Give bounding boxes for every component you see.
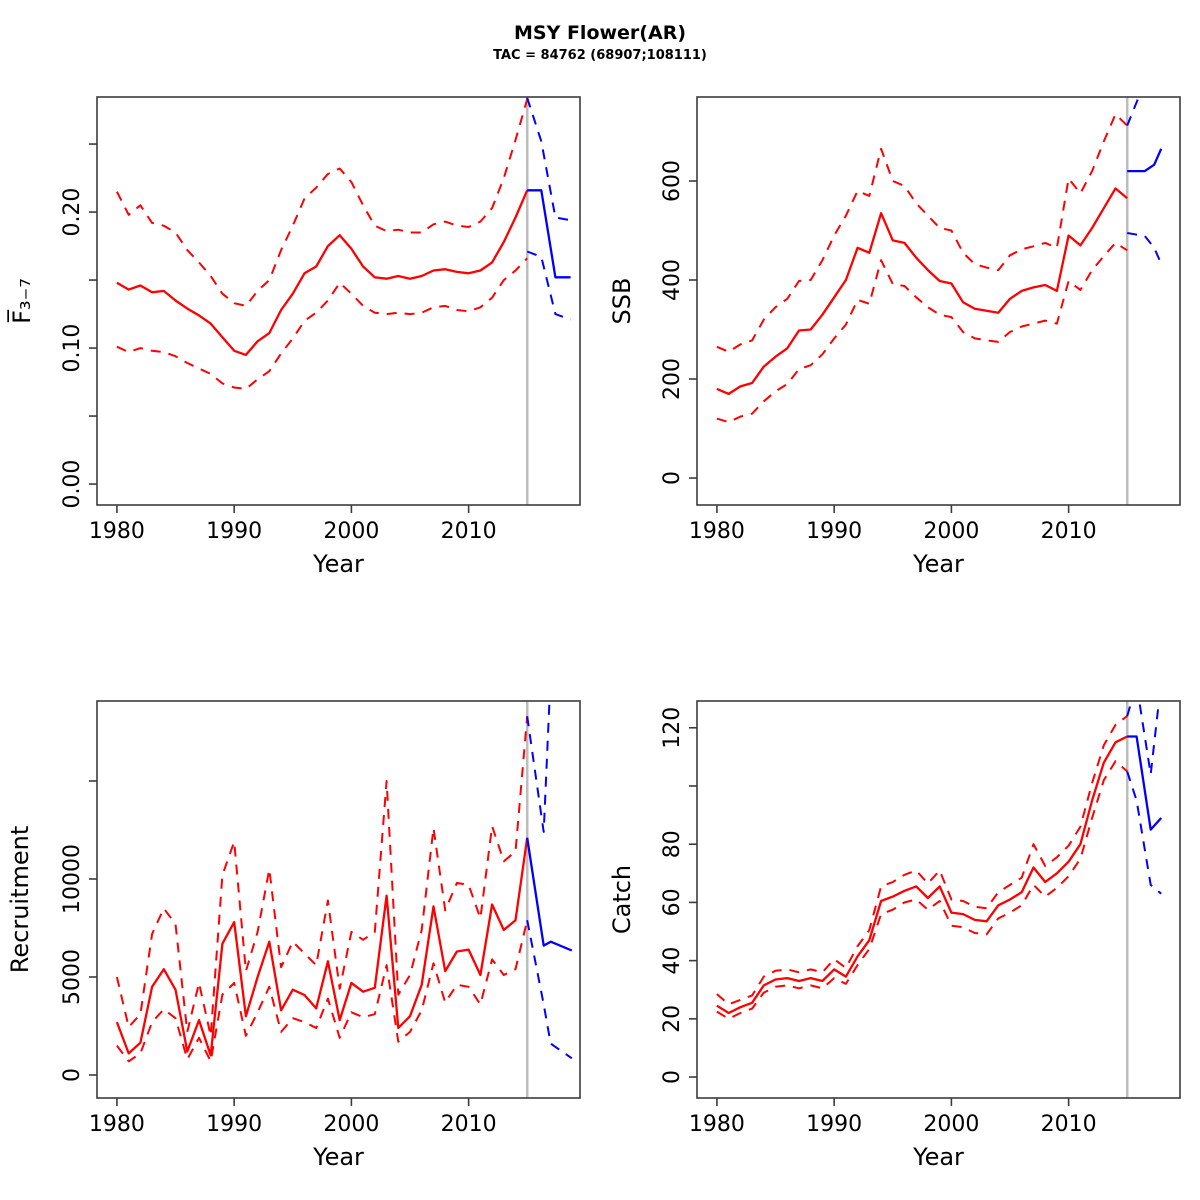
history-lower-ci-line [716, 241, 1128, 424]
forecast-lower-ci-line [1127, 232, 1163, 265]
x-tick-label: 1980 [689, 1112, 745, 1137]
y-axis-title: Catch [608, 865, 636, 934]
x-axis-title: Year [912, 550, 964, 578]
chart-title: MSY Flower(AR) [513, 22, 687, 44]
y-tick-label: 400 [660, 259, 685, 301]
history-upper-ci-line [716, 715, 1128, 1006]
x-tick-label: 1990 [206, 1112, 262, 1137]
x-tick-label: 1980 [89, 519, 145, 544]
forecast-lower-ci-line [526, 920, 573, 1060]
x-axis-title: Year [912, 1143, 964, 1171]
forecast-upper-ci-line [1126, 701, 1160, 776]
history-upper-ci-line [115, 716, 529, 1037]
y-axis-title: F̅₃₋₇ [7, 278, 36, 324]
y-tick-label: 0.00 [60, 460, 85, 509]
history-upper-ci-line [716, 113, 1128, 353]
forecast-upper-ci-line [1126, 97, 1140, 126]
x-tick-label: 2000 [323, 1112, 379, 1137]
history-median-line [116, 189, 529, 357]
x-axis-title: Year [312, 1143, 364, 1171]
history-upper-ci-line [116, 98, 529, 307]
forecast-upper-ci-line [526, 97, 571, 222]
x-tick-label: 1980 [689, 519, 745, 544]
x-tick-label: 2000 [923, 1112, 979, 1137]
history-median-line [716, 735, 1128, 1015]
panel-fbar: 1980 1990 2000 2010 0.00 0.10 0.20 Year F̅₃₋₇ [7, 96, 581, 578]
x-tick-label: 2010 [1041, 519, 1097, 544]
y-tick-label: 0.20 [60, 188, 85, 237]
y-tick-label: 120 [660, 707, 685, 749]
y-tick-label: 0 [660, 471, 685, 485]
y-tick-label: 10000 [60, 844, 85, 914]
chart-subtitle: TAC = 84762 (68907;108111) [493, 48, 707, 63]
y-tick-label: 0.10 [60, 324, 85, 373]
plot-box [696, 96, 1181, 506]
forecast-median-line [526, 837, 573, 952]
history-lower-ci-line [716, 760, 1128, 1020]
history-median-line [115, 837, 529, 1057]
x-tick-label: 1980 [89, 1112, 145, 1137]
history-median-line [716, 187, 1128, 396]
panel-ssb: 1980 1990 2000 2010 0 200 400 600 Year SSB [608, 96, 1181, 578]
panel-recruitment: 1980 1990 2000 2010 0 5000 10000 Year Recruitmen… [6, 700, 581, 1171]
forecast-median-line [527, 189, 571, 279]
x-tick-label: 1990 [806, 519, 862, 544]
x-tick-label: 2010 [441, 1112, 497, 1137]
y-tick-label: 5000 [60, 949, 85, 1005]
y-tick-label: 600 [660, 160, 685, 202]
y-tick-label: 0 [660, 1070, 685, 1084]
y-tick-label: 20 [660, 1005, 685, 1033]
history-lower-ci-line [116, 919, 529, 1063]
plot-box [696, 700, 1181, 1099]
x-tick-label: 2000 [923, 519, 979, 544]
x-tick-label: 2010 [441, 519, 497, 544]
y-tick-label: 60 [660, 888, 685, 916]
x-tick-label: 1990 [206, 519, 262, 544]
x-tick-label: 2010 [1041, 1112, 1097, 1137]
x-axis-title: Year [312, 550, 364, 578]
y-tick-label: 200 [660, 358, 685, 400]
forecast-median-line [1127, 735, 1163, 831]
x-tick-label: 2000 [323, 519, 379, 544]
plot-box [96, 700, 581, 1099]
x-tick-label: 1990 [806, 1112, 862, 1137]
panel-catch: 1980 1990 2000 2010 0 20 40 60 80 120 Year Catch [608, 700, 1181, 1171]
forecast-lower-ci-line [1126, 771, 1162, 895]
forecast-upper-ci-line [526, 701, 551, 833]
y-tick-label: 80 [660, 830, 685, 858]
y-tick-label: 0 [60, 1068, 85, 1082]
forecast-lower-ci-line [526, 250, 571, 321]
forecast-median-line [1127, 148, 1163, 173]
y-axis-title: SSB [608, 278, 636, 325]
history-lower-ci-line [116, 257, 528, 390]
plot-box [96, 96, 581, 506]
y-tick-label: 40 [660, 947, 685, 975]
y-axis-title: Recruitment [6, 826, 34, 973]
